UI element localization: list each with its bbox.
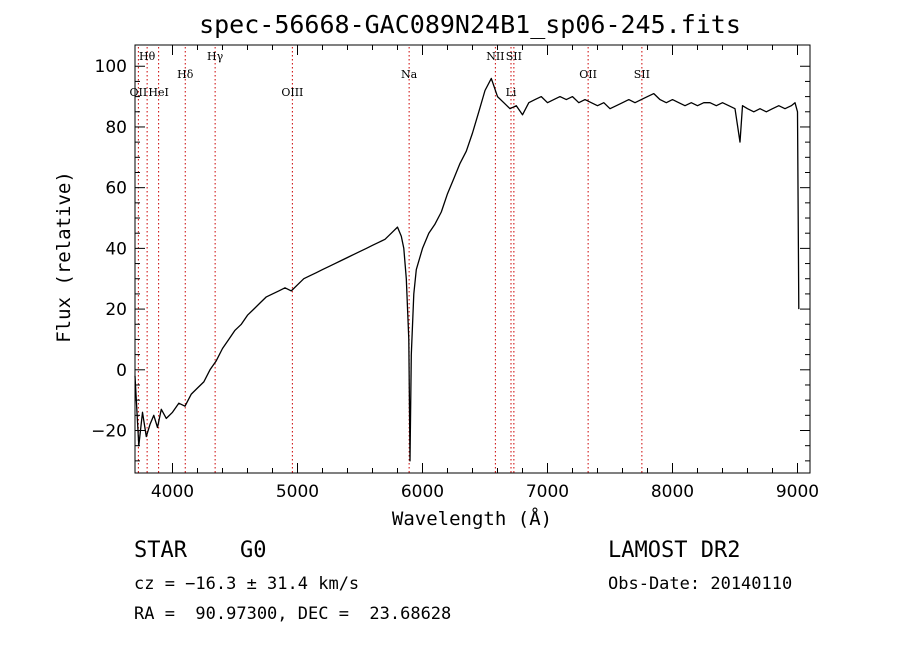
x-axis-label: Wavelength (Å) (391, 508, 553, 530)
line-label: Li (506, 86, 517, 99)
spectral-subclass: G0 (240, 538, 267, 563)
line-label: OII (579, 68, 597, 81)
line-label: HeI (148, 86, 168, 99)
spectrum-line (134, 77, 800, 462)
axis-tick-labels: 4000 5000 6000 7000 8000 9000 −20 0 20 40 60 80 100 (91, 57, 819, 502)
redshift-readout: cz = −16.3 ± 31.4 km/s (134, 574, 360, 594)
line-label: SII (506, 50, 522, 63)
line-label: SII (634, 68, 650, 81)
y-axis-label: Flux (relative) (53, 171, 75, 343)
y-tick-label: 0 (116, 361, 127, 381)
line-label: Na (401, 68, 418, 81)
survey-name: LAMOST DR2 (608, 538, 741, 563)
x-tick-label: 5000 (276, 482, 319, 502)
object-class: STAR (134, 538, 187, 563)
emission-line-labels: OII Hθ HeI Hδ Hγ OIII Na NII Li SII OII SII (130, 50, 650, 99)
x-tick-label: 6000 (401, 482, 444, 502)
y-tick-label: 100 (95, 57, 127, 77)
line-label: NII (486, 50, 504, 63)
y-tick-label: −20 (91, 422, 127, 442)
coordinates: RA = 90.97300, DEC = 23.68628 (134, 604, 452, 624)
obs-date: Obs-Date: 20140110 (608, 574, 793, 594)
y-tick-label: 60 (105, 179, 127, 199)
y-tick-label: 80 (105, 118, 127, 138)
line-label: Hθ (139, 50, 156, 63)
x-tick-label: 9000 (776, 482, 819, 502)
x-tick-label: 4000 (151, 482, 194, 502)
y-tick-label: 20 (105, 300, 127, 320)
axis-ticks (135, 45, 810, 473)
emission-line-markers (137, 47, 643, 473)
chart-title: spec-56668-GAC089N24B1_sp06-245.fits (199, 10, 741, 39)
x-tick-label: 7000 (526, 482, 569, 502)
y-tick-label: 40 (105, 239, 127, 259)
x-tick-label: 8000 (651, 482, 694, 502)
line-label: Hγ (207, 50, 224, 63)
line-label: OII (130, 86, 148, 99)
line-label: OIII (281, 86, 303, 99)
line-label: Hδ (177, 68, 194, 81)
plot-frame (134, 44, 811, 474)
